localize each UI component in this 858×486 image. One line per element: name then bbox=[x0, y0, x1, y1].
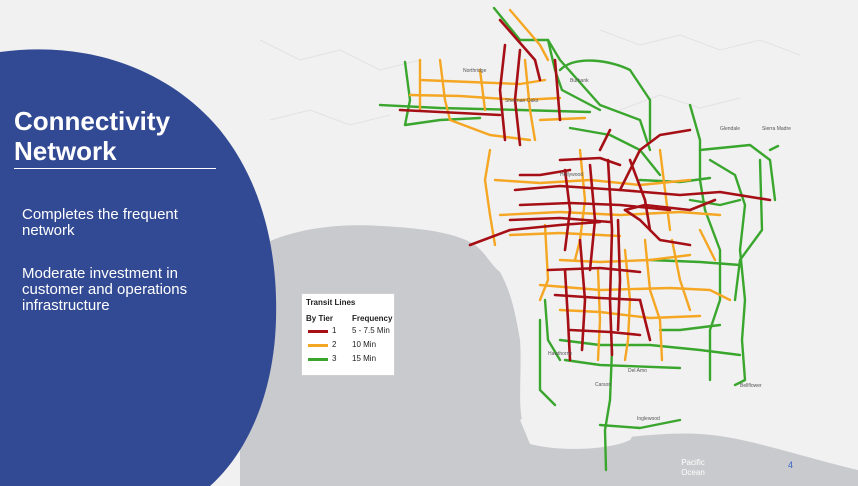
ocean-area bbox=[240, 225, 858, 486]
place-label: Inglewood bbox=[637, 416, 660, 422]
legend-swatch-tier1 bbox=[308, 330, 328, 333]
ocean-label-line-2: Ocean bbox=[681, 468, 705, 477]
place-label: Sherman Oaks bbox=[505, 98, 539, 104]
terrain bbox=[259, 29, 801, 126]
legend-row-tier1: 1 5 - 7.5 Min bbox=[306, 326, 392, 336]
place-label: Del Amo bbox=[628, 368, 647, 374]
place-label: Carson bbox=[595, 382, 611, 388]
legend-frequency-header: Frequency bbox=[352, 314, 393, 323]
bullet-moderate-investment: Moderate investment in customer and oper… bbox=[22, 265, 188, 314]
title-line-2: Network bbox=[14, 136, 117, 166]
legend-row-tier2: 2 10 Min bbox=[306, 340, 392, 350]
legend-row-tier3: 3 15 Min bbox=[306, 354, 392, 364]
page-number: 4 bbox=[788, 460, 794, 470]
legend-frequency-label: 15 Min bbox=[352, 354, 377, 363]
place-label: Sierra Madre bbox=[762, 126, 791, 132]
place-labels: Northridge Sherman Oaks Burbank Glendale… bbox=[463, 68, 791, 422]
legend-swatch-tier3 bbox=[308, 358, 328, 361]
title-divider bbox=[14, 168, 216, 169]
slide-title: Connectivity Network bbox=[14, 106, 214, 166]
legend-tier-label: 3 bbox=[332, 354, 337, 363]
place-label: Hawthorne bbox=[548, 351, 572, 357]
bullet-completes-network: Completes the frequent network bbox=[22, 206, 178, 239]
legend-title: Transit Lines bbox=[306, 298, 356, 307]
legend-tier-label: 2 bbox=[332, 340, 337, 349]
place-label: Northridge bbox=[463, 68, 487, 74]
tier1-lines bbox=[398, 18, 772, 362]
legend-frequency-label: 5 - 7.5 Min bbox=[352, 326, 390, 335]
ocean-label: Pacific Ocean bbox=[678, 458, 708, 478]
tier3-lines bbox=[378, 6, 780, 472]
place-label: Bellflower bbox=[740, 383, 762, 389]
legend-swatch-tier2 bbox=[308, 344, 328, 347]
ocean-label-line-1: Pacific bbox=[681, 458, 705, 467]
title-line-1: Connectivity bbox=[14, 106, 171, 136]
legend-tier-label: 1 bbox=[332, 326, 337, 335]
place-label: Hollywood bbox=[560, 172, 583, 178]
map-legend: Transit Lines By Tier Frequency 1 5 - 7.… bbox=[301, 293, 395, 376]
panel-shape bbox=[0, 49, 277, 486]
place-label: Burbank bbox=[570, 78, 589, 84]
legend-tier-header: By Tier bbox=[306, 314, 333, 323]
place-label: Glendale bbox=[720, 126, 740, 132]
legend-frequency-label: 10 Min bbox=[352, 340, 377, 349]
